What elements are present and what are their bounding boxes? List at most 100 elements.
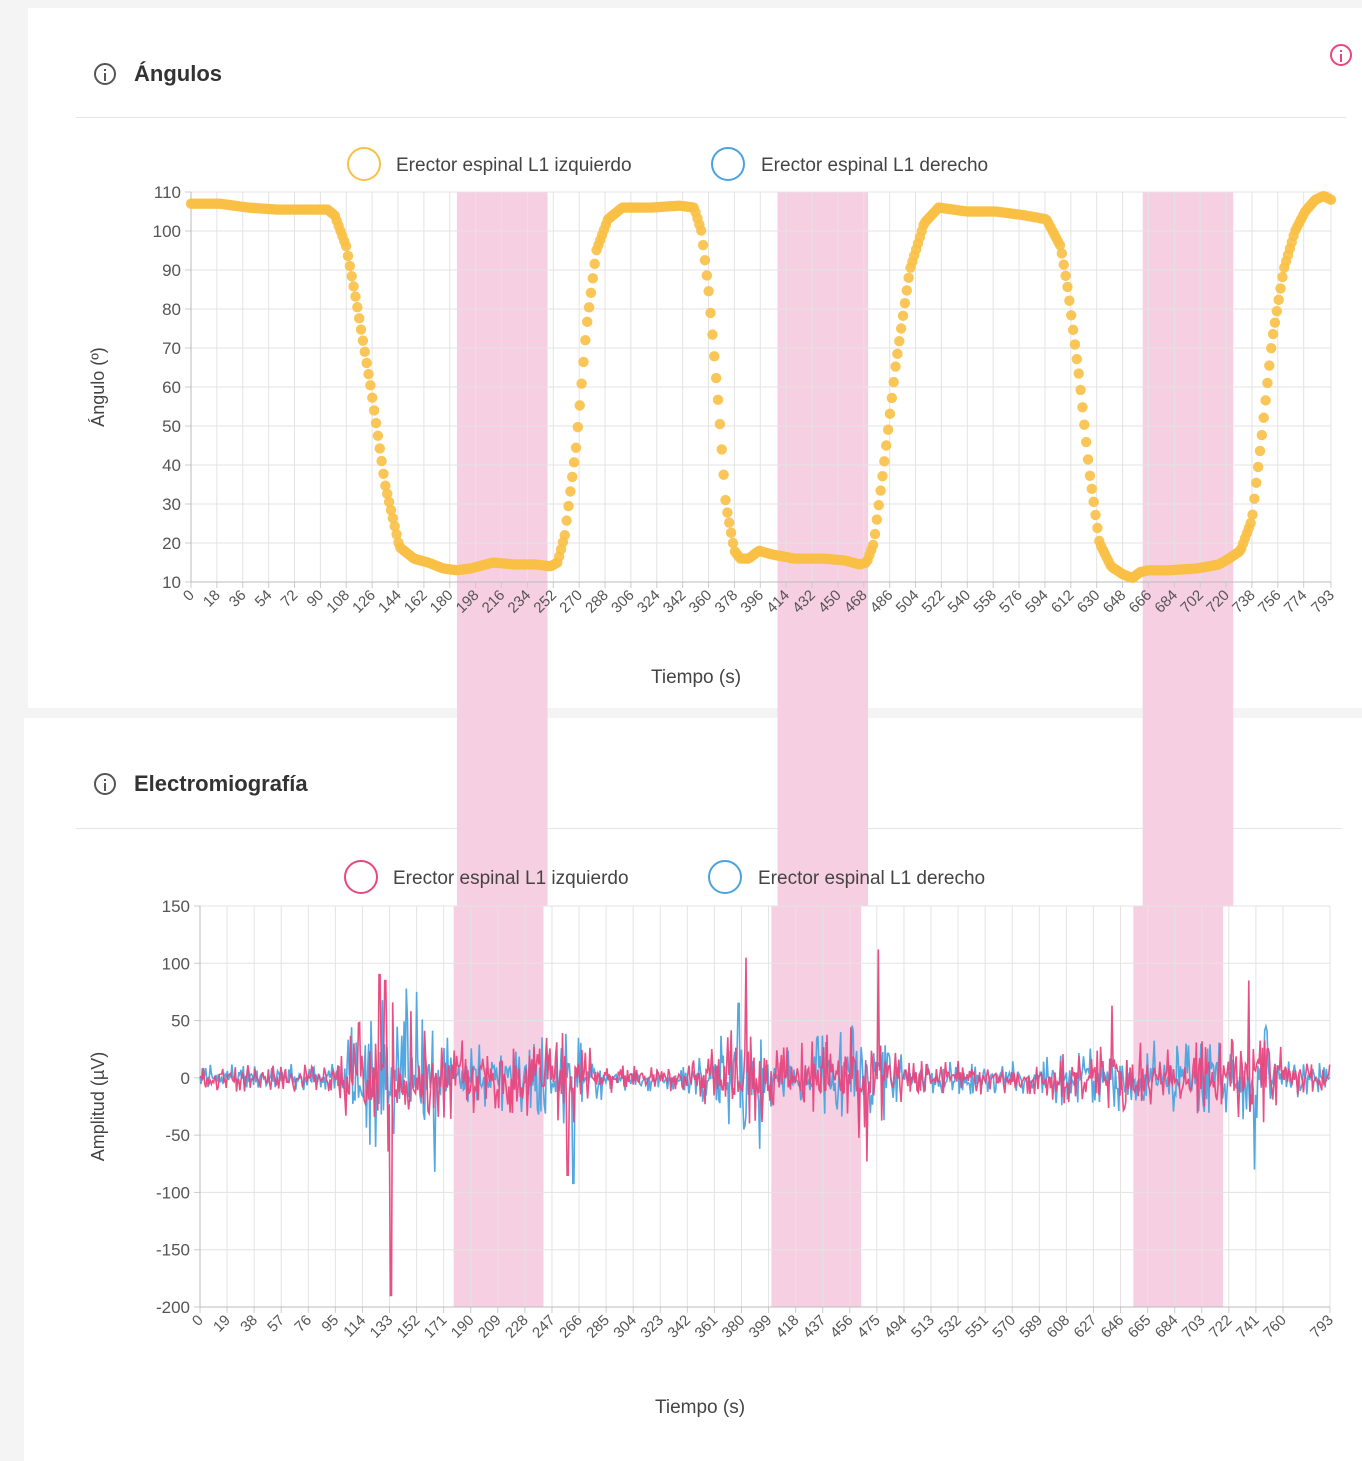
data-point	[387, 512, 399, 524]
data-point	[1247, 509, 1258, 520]
data-point	[1264, 360, 1275, 371]
x-tick-label: 209	[475, 1312, 505, 1342]
legend-swatch-left	[344, 860, 378, 894]
data-point	[1267, 328, 1279, 340]
x-tick-label: 741	[1233, 1312, 1263, 1342]
data-point	[1060, 270, 1071, 281]
x-tick-label: 342	[660, 587, 690, 617]
x-tick-label: 793	[1307, 1312, 1337, 1342]
data-point	[342, 250, 354, 262]
data-point	[359, 346, 371, 358]
data-point	[1273, 294, 1284, 306]
x-tick-label: 494	[881, 1312, 911, 1342]
data-point	[376, 455, 387, 467]
x-tick-label: 285	[583, 1312, 613, 1342]
angles-title: Ángulos	[134, 61, 222, 86]
y-tick-label: 50	[171, 1012, 190, 1031]
data-point	[1062, 281, 1073, 293]
data-point	[867, 539, 879, 551]
x-tick-label: 361	[692, 1312, 722, 1342]
data-point	[370, 417, 382, 429]
y-tick-label: 90	[162, 261, 181, 280]
data-point	[1251, 477, 1262, 489]
x-tick-label: 486	[867, 587, 897, 617]
data-point	[882, 424, 894, 435]
x-tick-label: 380	[719, 1312, 749, 1342]
angles-divider	[76, 117, 1346, 118]
info-icon[interactable]	[94, 773, 116, 795]
data-point	[587, 273, 599, 284]
data-point	[1277, 271, 1288, 283]
x-tick-label: 162	[401, 587, 431, 617]
data-point	[895, 323, 907, 334]
y-axis-label: Amplitud (µV)	[88, 1052, 108, 1161]
data-point	[1077, 402, 1088, 413]
y-tick-label: -50	[165, 1126, 190, 1145]
data-point	[722, 507, 733, 518]
data-point	[578, 356, 589, 368]
info-icon[interactable]	[1330, 44, 1352, 66]
x-tick-label: 18	[200, 587, 224, 611]
x-tick-label: 703	[1179, 1312, 1209, 1342]
data-point	[705, 307, 716, 319]
data-point	[869, 528, 881, 540]
data-point	[353, 313, 365, 324]
data-point	[374, 443, 385, 454]
data-point	[1064, 295, 1075, 306]
data-point	[1269, 317, 1281, 328]
x-tick-label: 589	[1016, 1312, 1046, 1342]
x-tick-label: 437	[800, 1312, 830, 1342]
data-point	[1254, 445, 1266, 457]
data-point	[344, 260, 356, 272]
data-point	[1056, 248, 1068, 259]
data-point	[709, 351, 720, 362]
x-tick-label: 266	[556, 1312, 586, 1342]
series-left-emg	[199, 949, 1331, 1297]
x-tick-label: 551	[962, 1312, 992, 1342]
data-point	[894, 335, 905, 347]
x-tick-label: 306	[608, 587, 638, 617]
legend-label-right: Erector espinal L1 derecho	[761, 155, 988, 176]
x-tick-label: 532	[935, 1312, 965, 1342]
y-tick-label: 100	[153, 222, 181, 241]
y-tick-label: -100	[156, 1183, 190, 1202]
x-tick-label: 760	[1260, 1312, 1290, 1342]
legend-swatch-left	[347, 147, 381, 181]
data-point	[697, 239, 709, 251]
y-tick-label: 30	[162, 495, 181, 514]
y-tick-label: 40	[162, 456, 181, 475]
emg-divider	[76, 828, 1342, 829]
x-tick-label: 190	[448, 1312, 478, 1342]
data-point	[581, 316, 593, 328]
x-tick-label: 323	[637, 1312, 667, 1342]
data-point	[572, 421, 584, 433]
data-point	[372, 430, 384, 441]
x-axis-label: Tiempo (s)	[655, 1397, 745, 1418]
x-axis-label: Tiempo (s)	[651, 667, 741, 688]
x-tick-label: 57	[264, 1312, 288, 1336]
data-point	[1084, 470, 1096, 482]
x-tick-label: 648	[1100, 587, 1130, 617]
y-tick-label: 70	[162, 339, 181, 358]
data-point	[727, 537, 739, 549]
legend-label-right: Erector espinal L1 derecho	[758, 868, 985, 889]
data-point	[568, 457, 580, 468]
data-point	[1079, 419, 1090, 430]
data-point	[886, 392, 898, 404]
x-tick-label: 19	[210, 1312, 234, 1336]
data-point	[346, 271, 357, 282]
data-point	[589, 258, 600, 270]
data-point	[380, 480, 391, 491]
y-tick-label: 10	[162, 573, 181, 592]
data-point	[1271, 306, 1283, 317]
x-tick-label: 90	[303, 587, 327, 611]
data-point	[585, 287, 597, 299]
x-tick-label: 418	[773, 1312, 803, 1342]
data-point	[703, 285, 714, 297]
info-icon[interactable]	[94, 63, 116, 85]
x-tick-label: 456	[827, 1312, 857, 1342]
x-tick-label: 0	[180, 587, 198, 605]
data-point	[1075, 384, 1086, 396]
data-point	[1071, 353, 1083, 365]
